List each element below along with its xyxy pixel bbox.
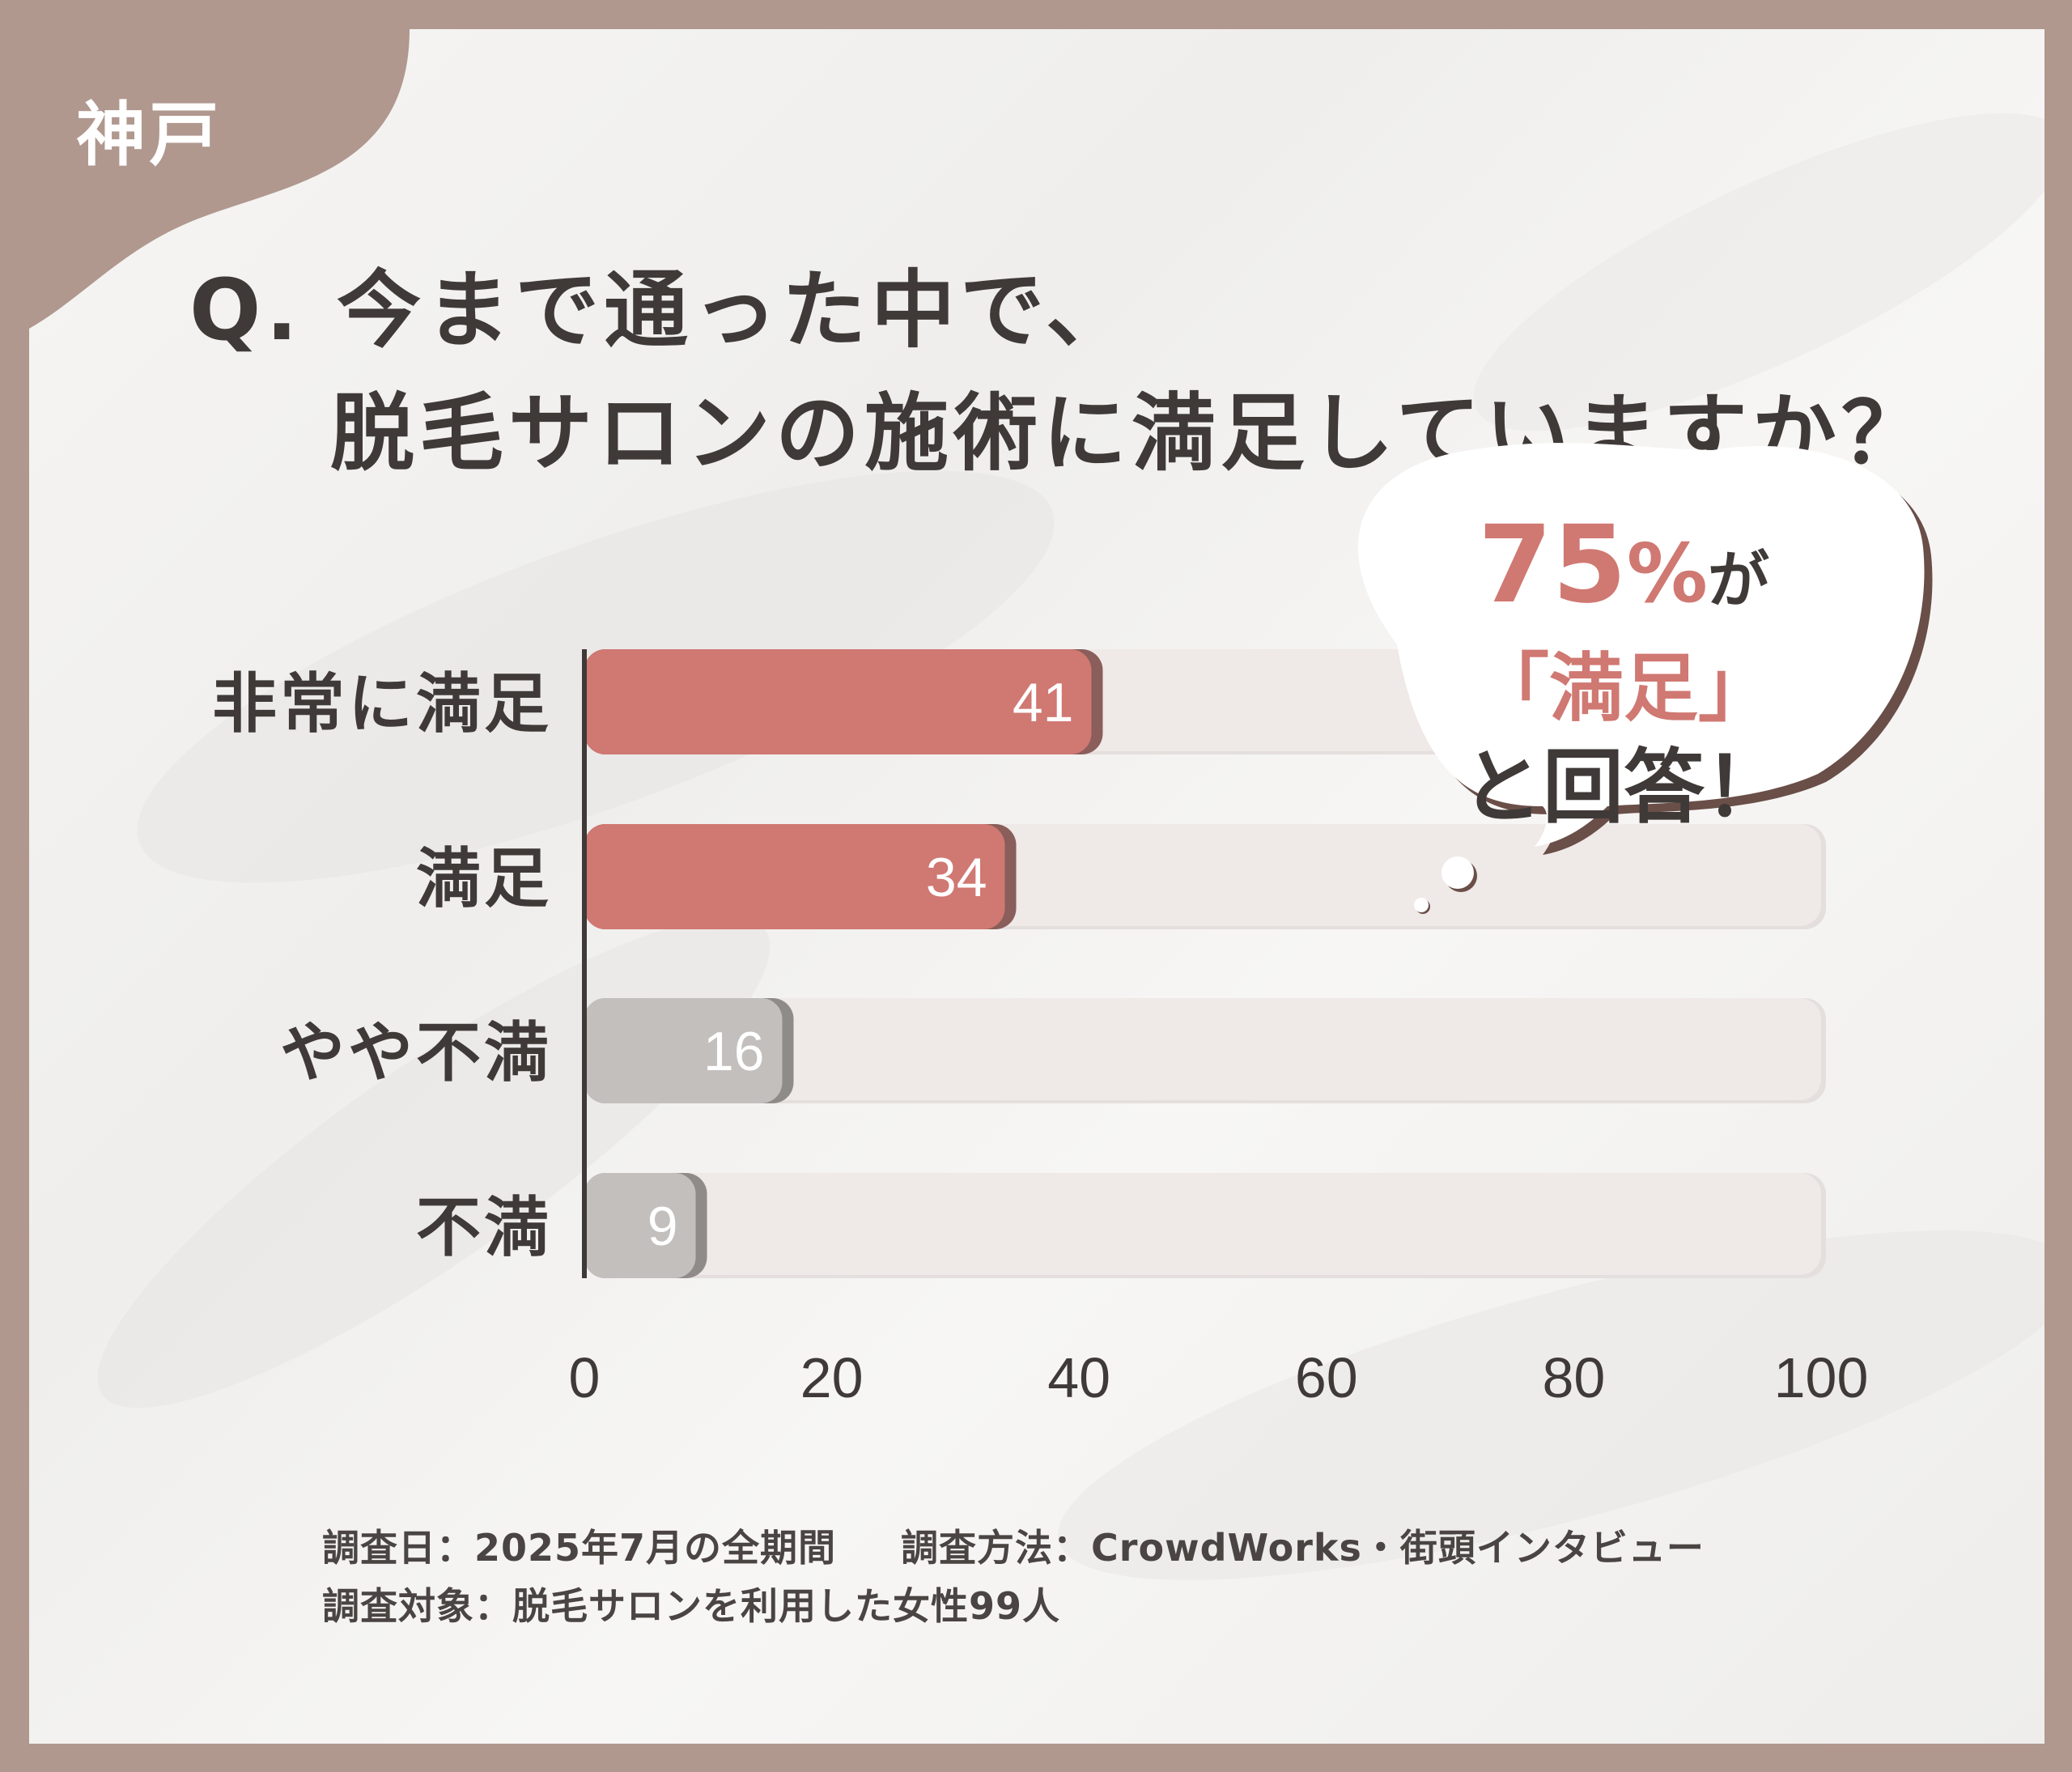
footer-survey-date: 調査日：2025年7月の全期間: [322, 1526, 837, 1570]
x-tick-label: 60: [1295, 1346, 1358, 1409]
callout-percent-value: 75: [1478, 503, 1627, 627]
x-tick-label: 100: [1774, 1346, 1869, 1409]
x-tick-label: 80: [1542, 1346, 1605, 1409]
region-tab-shape: [29, 29, 410, 329]
speech-bubble: [1357, 443, 1925, 912]
thought-dot-large: [1441, 856, 1474, 889]
bar-value-label: 41: [1013, 672, 1074, 733]
callout-percentage: 75%が: [1437, 503, 1810, 627]
footer-line-2: 調査対象：脱毛サロンを利用した女性99人: [322, 1584, 1061, 1628]
category-label: 非常に満足: [212, 666, 552, 742]
question-line-1: Q. 今まで通った中で、: [189, 261, 1135, 359]
callout-quote: 「満足」: [1474, 645, 1773, 732]
bar-1: [584, 649, 1092, 754]
category-label: やや不満: [280, 1015, 552, 1090]
x-tick-label: 20: [800, 1346, 864, 1409]
region-label: 神戸: [76, 95, 222, 176]
bar-4: [584, 1173, 696, 1278]
bar-value-label: 34: [926, 847, 987, 908]
footer-line-1: 調査日：2025年7月の全期間 調査方法：CrowdWorks・街頭インタビュー: [322, 1519, 1705, 1572]
callout-particle: が: [1707, 544, 1769, 616]
bar-value-label: 16: [703, 1021, 765, 1082]
callout-percent-sign: %: [1626, 526, 1708, 621]
x-tick-label: 0: [569, 1346, 601, 1409]
bar-3: [584, 998, 783, 1103]
thought-dot-small: [1414, 898, 1429, 912]
footer-survey-method: 調査方法：CrowdWorks・街頭インタビュー: [901, 1526, 1705, 1570]
category-label: 満足: [416, 841, 552, 916]
bar-2: [584, 824, 1005, 929]
bar-value-label: 9: [648, 1196, 678, 1257]
bar-track: [584, 1173, 1821, 1275]
callout-answer: と回答！: [1462, 740, 1785, 835]
category-label: 不満: [416, 1190, 552, 1265]
x-tick-label: 40: [1047, 1346, 1110, 1409]
chart-card: 神戸 Q. 今まで通った中で、 脱毛サロンの施術に満足していますか？ 41 非常に…: [29, 29, 2044, 1744]
bar-track: [584, 998, 1821, 1100]
